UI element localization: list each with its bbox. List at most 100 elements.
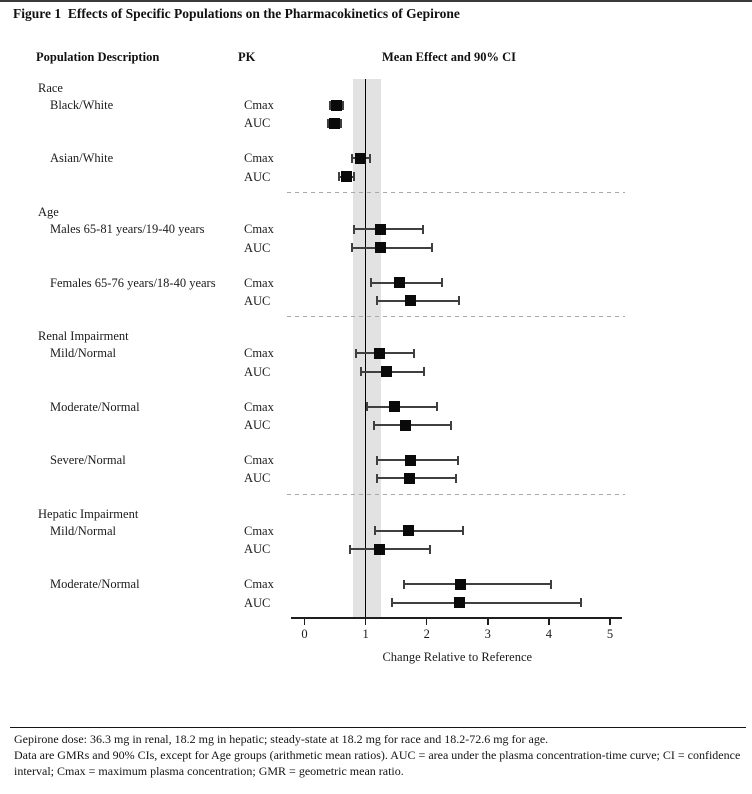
column-header-effect: Mean Effect and 90% CI (382, 50, 517, 64)
pk-label: AUC (244, 542, 271, 557)
axis-tick (548, 618, 550, 625)
mean-marker (405, 454, 417, 466)
axis-tick-label: 3 (484, 627, 491, 641)
ci-cap-high (422, 224, 425, 234)
ci-cap-low (375, 296, 378, 306)
mean-marker (330, 99, 342, 111)
ci-cap-low (329, 100, 332, 110)
ci-cap-high (457, 455, 460, 465)
ci-cap-low (376, 473, 379, 483)
population-label: Black/White (50, 98, 114, 112)
mean-marker (389, 401, 401, 413)
population-label: Females 65-76 years/18-40 years (50, 275, 216, 290)
ci-line (374, 529, 463, 532)
ci-cap-low (360, 367, 363, 377)
population-label: Mild/Normal (50, 346, 116, 361)
axis-tick-label: 1 (362, 627, 369, 641)
ci-line (355, 352, 415, 355)
mean-marker (405, 295, 417, 307)
ci-line (404, 583, 551, 586)
pk-label: Cmax (244, 346, 274, 361)
pk-label: AUC (244, 595, 271, 610)
footnote-abbreviations: Data are GMRs and 90% CIs, except for Ag… (14, 748, 741, 779)
mean-marker (403, 525, 415, 537)
axis-tick (425, 618, 428, 625)
mean-marker (399, 419, 411, 431)
population-label: Severe/Normal (50, 453, 126, 467)
section-label: Age (38, 205, 59, 220)
ci-cap-low (350, 243, 353, 253)
pk-label: Cmax (244, 98, 274, 112)
ci-cap-low (348, 544, 351, 554)
ci-cap-high (455, 473, 458, 483)
axis-tick-label: 5 (606, 627, 614, 641)
ci-cap-high (352, 172, 355, 182)
ci-cap-high (461, 526, 464, 536)
ci-cap-low (376, 455, 379, 465)
ci-cap-low (354, 348, 357, 358)
ci-cap-low (391, 598, 394, 608)
pk-label: AUC (244, 240, 271, 255)
ci-line (351, 246, 433, 249)
figure-title: Figure 1 Effects of Specific Populations… (13, 6, 460, 21)
population-label: Moderate/Normal (50, 399, 140, 414)
mean-marker (355, 152, 367, 164)
ci-cap-low (337, 172, 340, 182)
axis-tick (364, 618, 367, 625)
mean-marker (374, 223, 386, 235)
mean-marker (393, 277, 405, 288)
pk-label: Cmax (244, 453, 274, 467)
ci-cap-high (549, 579, 552, 589)
axis-tick-label: 4 (545, 627, 553, 641)
ci-line (376, 299, 460, 302)
population-label: Mild/Normal (50, 523, 116, 538)
population-label: Moderate/Normal (50, 577, 140, 592)
section-label: Hepatic Impairment (38, 506, 139, 521)
footnotes: Gepirone dose: 36.3 mg in renal, 18.2 mg… (14, 731, 746, 780)
section-divider (287, 316, 625, 318)
ci-cap-high (369, 153, 372, 163)
axis-tick (487, 618, 489, 625)
ci-cap-low (373, 526, 376, 536)
ci-line (377, 477, 457, 480)
pk-label: Cmax (244, 399, 274, 414)
section-divider (287, 192, 625, 194)
mean-marker (454, 597, 466, 609)
axis-tick (609, 618, 611, 625)
ci-line (377, 459, 459, 461)
mean-marker (373, 543, 385, 555)
ci-cap-high (450, 420, 453, 430)
ci-cap-high (458, 296, 461, 306)
pk-label: Cmax (244, 222, 274, 237)
mean-marker (404, 472, 416, 484)
pk-label: AUC (244, 293, 271, 308)
ci-cap-high (440, 278, 443, 287)
footnote-rule (10, 727, 746, 728)
mean-marker (455, 578, 467, 590)
ci-cap-low (350, 153, 353, 163)
pk-label: Cmax (244, 523, 274, 538)
pk-label: AUC (244, 364, 271, 379)
ci-cap-high (428, 544, 431, 554)
ci-cap-high (341, 100, 344, 110)
ci-cap-low (403, 579, 406, 589)
footnote-dose: Gepirone dose: 36.3 mg in renal, 18.2 mg… (14, 732, 549, 746)
mean-marker (375, 242, 387, 254)
axis-tick (303, 618, 306, 625)
mean-marker (373, 347, 385, 359)
mean-marker (328, 117, 340, 129)
section-label: Renal Impairment (38, 329, 129, 344)
ci-cap-high (436, 402, 439, 412)
ci-cap-high (579, 598, 582, 608)
ci-cap-high (340, 118, 343, 128)
ci-cap-high (413, 348, 416, 358)
ci-cap-low (327, 118, 330, 128)
x-axis (291, 617, 622, 619)
ci-line (371, 281, 442, 284)
ci-cap-low (373, 420, 376, 430)
x-axis-title: Change Relative to Reference (382, 650, 533, 664)
ci-cap-low (365, 402, 368, 412)
ci-cap-low (352, 224, 355, 234)
